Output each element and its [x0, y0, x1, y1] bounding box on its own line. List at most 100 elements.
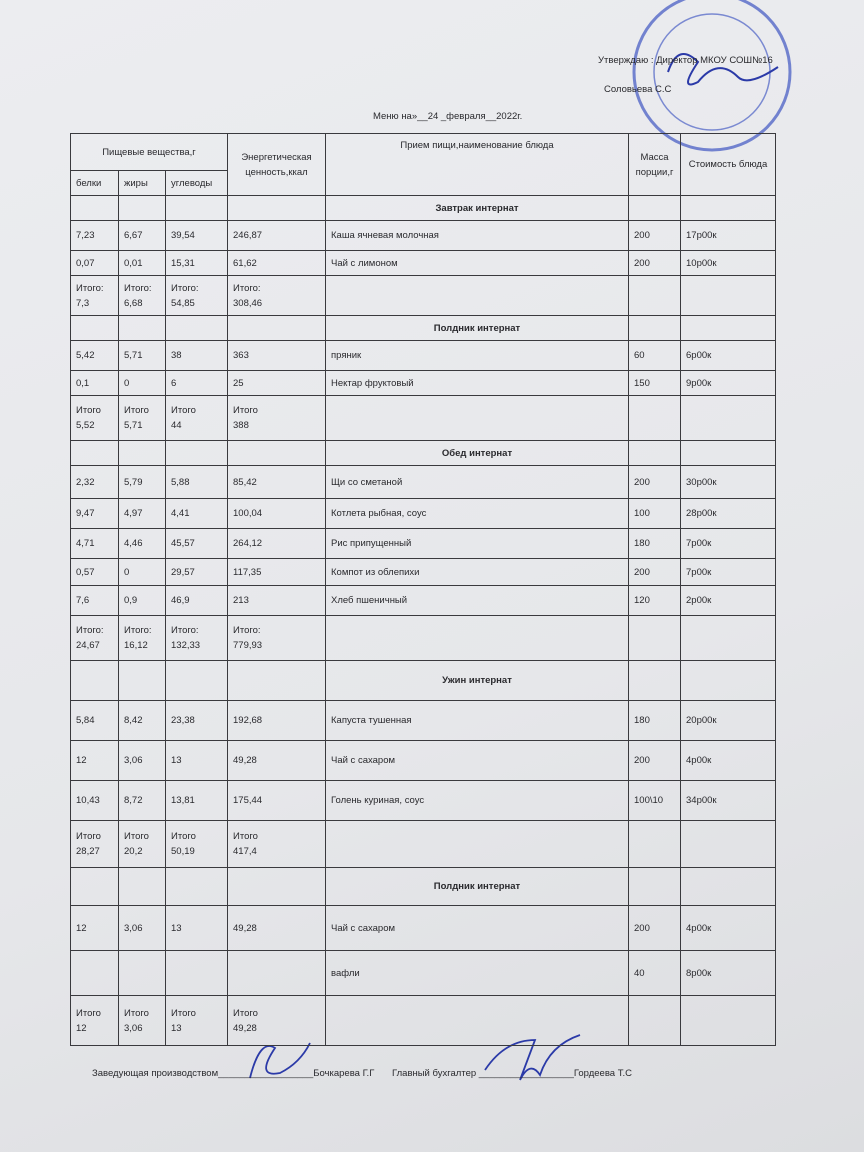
table-row: 12 3,06 13 49,28 Чай с сахаром 200 4р00к [70, 740, 776, 781]
total-line: Итого [124, 831, 149, 842]
cell: 5,84 [70, 700, 119, 741]
empty-cell [325, 395, 629, 441]
approve-line: Утверждаю : Директор МКОУ СОШ№16 [598, 55, 773, 66]
empty-cell [628, 995, 681, 1046]
cell: 4,41 [165, 498, 228, 529]
cell: 8,72 [118, 780, 166, 821]
cell: 4,97 [118, 498, 166, 529]
cell: 13 [165, 905, 228, 951]
cell: 29,57 [165, 558, 228, 586]
empty-cell [325, 820, 629, 868]
cell: 4,71 [70, 528, 119, 559]
total-line: Итого [124, 1007, 149, 1019]
cell: 13,81 [165, 780, 228, 821]
total-line: Итого: [76, 282, 104, 294]
total-cell: Итого: 779,93 [227, 615, 326, 661]
total-cell: Итого: 54,85 [165, 275, 228, 316]
empty-cell [680, 440, 776, 466]
total-line: 50,19 [171, 846, 195, 857]
total-line: 13 [171, 1022, 182, 1034]
cell: 12 [70, 740, 119, 781]
cell: 2р00к [680, 585, 776, 616]
total-line: 16,12 [124, 640, 148, 651]
cell: 3,06 [118, 905, 166, 951]
total-line: 54,85 [171, 297, 195, 309]
cell: 150 [628, 370, 681, 396]
empty-cell [70, 867, 119, 906]
total-cell: Итого 388 [227, 395, 326, 441]
empty-cell [165, 867, 228, 906]
cell: 46,9 [165, 585, 228, 616]
total-line: 24,67 [76, 640, 100, 651]
cell: 8р00к [680, 950, 776, 996]
cell: 23,38 [165, 700, 228, 741]
empty-cell [165, 660, 228, 701]
section-title: Ужин интернат [325, 660, 629, 701]
cell: 39,54 [165, 220, 228, 251]
empty-cell [680, 615, 776, 661]
empty-cell [227, 440, 326, 466]
cell: 12 [70, 905, 119, 951]
total-line: 308,46 [233, 297, 263, 309]
dish-name: Чай с сахаром [325, 740, 629, 781]
empty-cell [628, 615, 681, 661]
empty-cell [227, 660, 326, 701]
cell: 45,57 [165, 528, 228, 559]
empty-cell [70, 660, 119, 701]
cell: 0,07 [70, 250, 119, 276]
cell: 40 [628, 950, 681, 996]
footer-chef: Заведующая производством________________… [92, 1068, 375, 1079]
total-cell: Итого: 132,33 [165, 615, 228, 661]
empty-cell [680, 315, 776, 341]
empty-cell [118, 440, 166, 466]
accountant-signature [484, 1034, 581, 1081]
empty-cell [628, 195, 681, 221]
header-cell: Энергетическая ценность,ккал [227, 133, 326, 196]
table-row: 4,71 4,46 45,57 264,12 Рис припущенный 180 7р0… [70, 528, 776, 559]
cell: 15,31 [165, 250, 228, 276]
total-cell: Итого 5,71 [118, 395, 166, 441]
cell: 7р00к [680, 528, 776, 559]
empty-cell [680, 867, 776, 906]
total-line: 779,93 [233, 640, 263, 651]
dish-name: вафли [325, 950, 629, 996]
menu-table: Пищевые вещества,г Энергетическая ценнос… [70, 133, 776, 1046]
cell: 2,32 [70, 465, 119, 499]
cell [165, 950, 228, 996]
cell: 0,9 [118, 585, 166, 616]
empty-cell [628, 395, 681, 441]
empty-cell [680, 820, 776, 868]
total-cell: Итого: 308,46 [227, 275, 326, 316]
table-row: 5,84 8,42 23,38 192,68 Капуста тушенная 180 20… [70, 700, 776, 741]
total-line: Итого [233, 831, 258, 842]
table-row: 12 3,06 13 49,28 Чай с сахаром 200 4р00к [70, 905, 776, 951]
cell: 5,88 [165, 465, 228, 499]
cell: 34р00к [680, 780, 776, 821]
empty-cell [680, 660, 776, 701]
total-line: Итого: [233, 282, 261, 294]
cell: 9р00к [680, 370, 776, 396]
total-line: Итого [76, 831, 101, 842]
cell: 0,1 [70, 370, 119, 396]
total-cell: Итого 28,27 [70, 820, 119, 868]
dish-name: пряник [325, 340, 629, 371]
cell: 10,43 [70, 780, 119, 821]
empty-cell [628, 660, 681, 701]
subheader-cell: углеводы [165, 170, 228, 196]
empty-cell [628, 867, 681, 906]
dish-name: Рис припущенный [325, 528, 629, 559]
dish-name: Нектар фруктовый [325, 370, 629, 396]
table-row: вафли 40 8р00к [70, 950, 776, 996]
cell: 5,71 [118, 340, 166, 371]
empty-cell [680, 195, 776, 221]
table-row: 7,23 6,67 39,54 246,87 Каша ячневая молочная… [70, 220, 776, 251]
cell: 100\10 [628, 780, 681, 821]
cell [118, 950, 166, 996]
total-cell: Итого 44 [165, 395, 228, 441]
total-line: Итого: [76, 625, 104, 636]
table-body: Пищевые вещества,г Энергетическая ценнос… [70, 133, 776, 1046]
header-row: Пищевые вещества,г Энергетическая ценнос… [70, 133, 776, 196]
cell: 363 [227, 340, 326, 371]
dish-name: Чай с сахаром [325, 905, 629, 951]
